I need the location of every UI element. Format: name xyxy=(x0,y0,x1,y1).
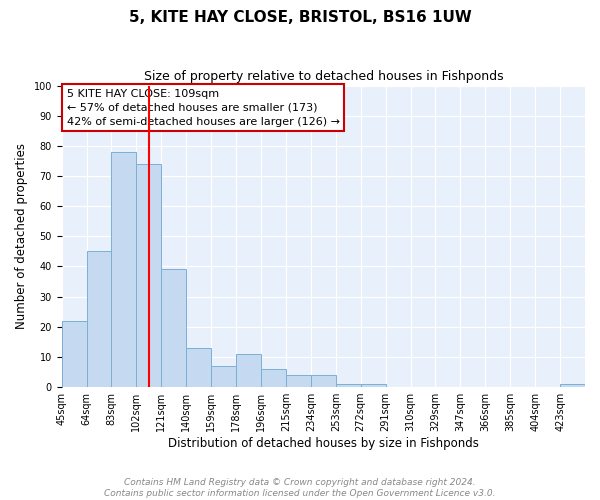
Text: Contains HM Land Registry data © Crown copyright and database right 2024.
Contai: Contains HM Land Registry data © Crown c… xyxy=(104,478,496,498)
Text: 5, KITE HAY CLOSE, BRISTOL, BS16 1UW: 5, KITE HAY CLOSE, BRISTOL, BS16 1UW xyxy=(128,10,472,25)
Bar xyxy=(136,164,161,387)
Bar xyxy=(361,384,386,387)
Bar xyxy=(236,354,261,387)
Title: Size of property relative to detached houses in Fishponds: Size of property relative to detached ho… xyxy=(143,70,503,83)
Bar xyxy=(112,152,136,387)
Bar xyxy=(211,366,236,387)
Y-axis label: Number of detached properties: Number of detached properties xyxy=(15,144,28,330)
Bar xyxy=(286,375,311,387)
Bar xyxy=(161,270,186,387)
Bar xyxy=(86,252,112,387)
X-axis label: Distribution of detached houses by size in Fishponds: Distribution of detached houses by size … xyxy=(168,437,479,450)
Bar xyxy=(261,369,286,387)
Text: 5 KITE HAY CLOSE: 109sqm
← 57% of detached houses are smaller (173)
42% of semi-: 5 KITE HAY CLOSE: 109sqm ← 57% of detach… xyxy=(67,88,340,126)
Bar xyxy=(311,375,336,387)
Bar xyxy=(560,384,585,387)
Bar xyxy=(62,320,86,387)
Bar xyxy=(186,348,211,387)
Bar xyxy=(336,384,361,387)
